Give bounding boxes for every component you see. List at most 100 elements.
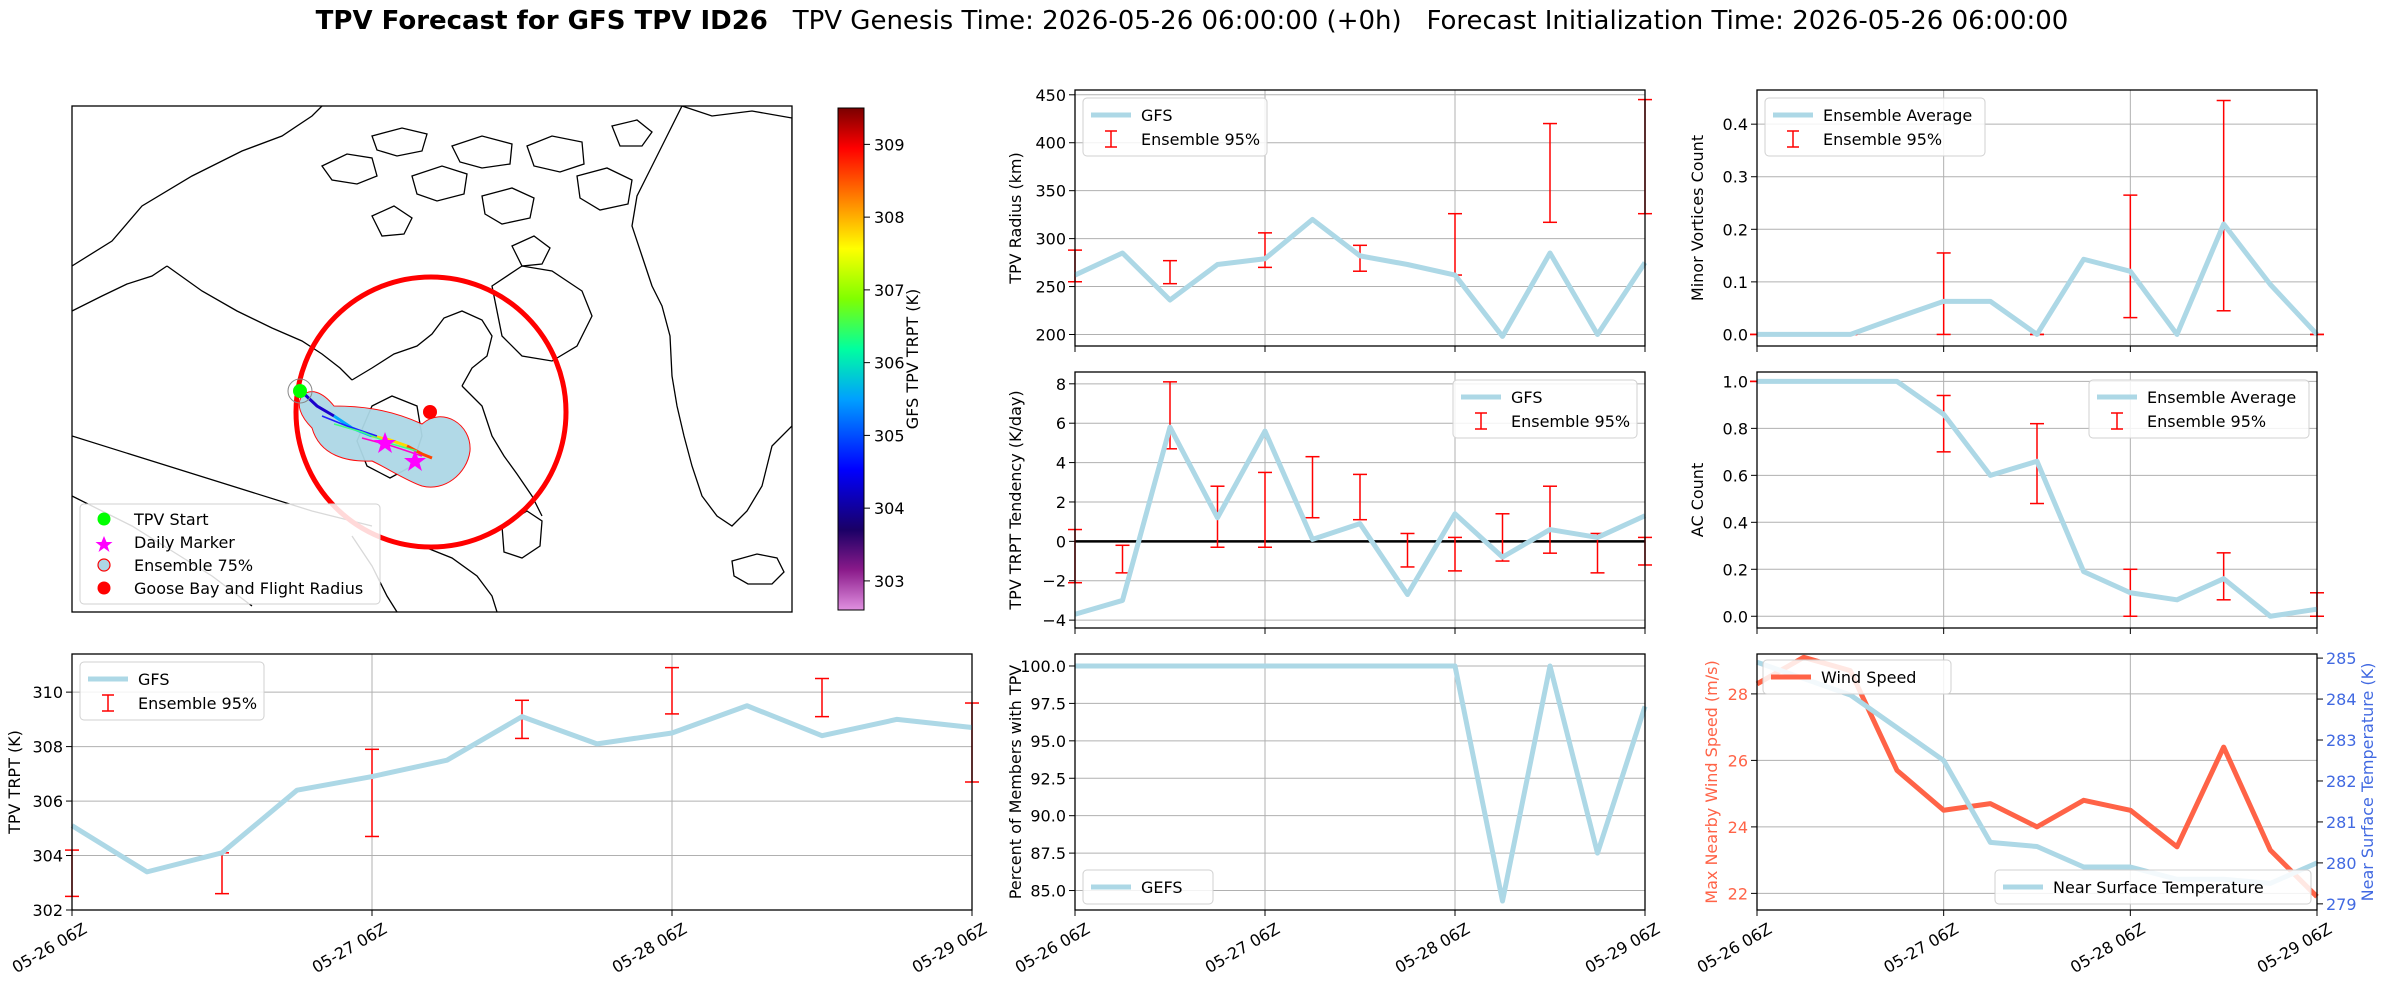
y-tick-label: 450 — [1035, 86, 1066, 105]
y-tick-label: 8 — [1056, 375, 1066, 394]
x-tick-label: 05-27 06Z — [1202, 919, 1283, 977]
legend-label: Wind Speed — [1821, 668, 1916, 687]
y-tick-label: 95.0 — [1030, 732, 1066, 751]
plot-frame — [1074, 371, 1646, 629]
y-tick-label: 308 — [32, 738, 63, 757]
legend-label: GEFS — [1141, 878, 1183, 897]
y-tick-label: 310 — [32, 683, 63, 702]
legend-label: Ensemble Average — [1823, 106, 1972, 125]
chart-tpv-radius: 200 250 300 350 400 450 TPV Radius (km) GFS Ense… — [1006, 86, 1652, 352]
y-tick-label: 87.5 — [1030, 844, 1066, 863]
y-tick-label: 0.2 — [1723, 220, 1748, 239]
y-tick-label: 92.5 — [1030, 769, 1066, 788]
y-tick-label: 304 — [32, 847, 63, 866]
colorbar-tick-label: 307 — [874, 281, 905, 300]
y-tick-label: 0.4 — [1723, 513, 1748, 532]
chart-minor-vortices: 0.0 0.1 0.2 0.3 0.4 Minor Vortices Count Ensem… — [1688, 89, 2324, 352]
y-tick-label: 300 — [1035, 230, 1066, 249]
y-tick-label: 0 — [1056, 532, 1066, 551]
y-tick-label: 24 — [1728, 818, 1748, 837]
map-legend-daily-marker: Daily Marker — [134, 533, 235, 552]
y-axis-label: Minor Vortices Count — [1688, 135, 1707, 301]
tpv-start-marker — [293, 384, 307, 398]
chart-legend: Ensemble Average Ensemble 95% — [1764, 97, 1986, 157]
x-tick-label: 05-26 06Z — [1012, 919, 1093, 977]
plot-frame — [1756, 89, 2318, 347]
plot-frame — [1756, 653, 2318, 911]
y-tick-label: 0.8 — [1723, 419, 1748, 438]
flight-radius-circle — [293, 274, 569, 550]
x-tick-label: 05-26 06Z — [9, 919, 90, 977]
chart-ac-count: 0.0 0.2 0.4 0.6 0.8 1.0 AC Count Ensemble Avera… — [1688, 371, 2324, 634]
y-tick-label: 26 — [1728, 751, 1748, 770]
y-tick-label: 250 — [1035, 278, 1066, 297]
plot-area — [1075, 654, 1645, 910]
colorbar-tick-label: 306 — [874, 354, 905, 373]
y-tick-label: 302 — [32, 901, 63, 920]
y-tick-label: −4 — [1042, 611, 1066, 630]
y-tick-label: 97.5 — [1030, 694, 1066, 713]
y-axis-label: TPV TRPT (K) — [5, 730, 24, 835]
genesis-time: TPV Genesis Time: 2026-05-26 06:00:00 (+… — [792, 6, 1402, 36]
y-tick-label: 90.0 — [1030, 807, 1066, 826]
colorbar-tick-label: 304 — [874, 499, 905, 518]
daily-markers — [374, 432, 426, 471]
colorbar-tick-label: 309 — [874, 135, 905, 154]
x-tick-label: 05-28 06Z — [609, 919, 690, 977]
colorbar-tick-label: 305 — [874, 426, 905, 445]
y-tick-label: 0.1 — [1723, 273, 1748, 292]
ensemble-tracks — [321, 415, 423, 457]
y-tick-label: 0.4 — [1723, 115, 1748, 134]
y-tick-label: 306 — [32, 792, 63, 811]
colorbar: 303 304 305 306 307 308 309 GFS TPV TRPT (K) — [837, 107, 922, 611]
chart-legend: GEFS — [1082, 869, 1214, 905]
chart-legend: Ensemble Average Ensemble 95% — [2088, 379, 2310, 439]
chart-trpt-tendency: −4 −2 0 2 4 6 8 TPV TRPT Tendency (K/day) GFS Ens… — [1006, 371, 1652, 634]
legend-label: GFS — [138, 670, 169, 689]
x-tick-label: 05-27 06Z — [309, 919, 390, 977]
y-tick-label: 1.0 — [1723, 372, 1748, 391]
legend-frame — [1762, 659, 1952, 695]
plot-frame — [1074, 653, 1646, 911]
map-legend-tpv-start: TPV Start — [133, 510, 209, 529]
y-axis-label: Max Nearby Wind Speed (m/s) — [1702, 660, 1721, 903]
colorbar-label: GFS TPV TRPT (K) — [903, 289, 922, 429]
legend-label: Ensemble 95% — [138, 694, 257, 713]
y-tick-label: 28 — [1728, 685, 1748, 704]
figure-title-bold: TPV Forecast for GFS TPV ID26 — [315, 6, 768, 36]
chart-wind-temperature: 22 24 26 28 Max Nearby Wind Speed (m/s) 279 28… — [1694, 649, 2377, 977]
y-right-tick-label: 281 — [2326, 813, 2357, 832]
x-tick-label: 05-28 06Z — [1392, 919, 1473, 977]
legend-label: Ensemble 95% — [1141, 130, 1260, 149]
legend-temp: Near Surface Temperature — [1994, 869, 2312, 905]
y-tick-label: 100.0 — [1020, 657, 1066, 676]
y-right-tick-label: 280 — [2326, 854, 2357, 873]
x-tick-label: 05-29 06Z — [909, 919, 990, 977]
y-tick-label: 85.0 — [1030, 882, 1066, 901]
chart-tpv-trpt: 302 304 306 308 310 TPV TRPT (K) 05-26 06Z 05-2… — [5, 653, 990, 977]
start-ensemble-ring — [287, 378, 313, 404]
plot-frame — [1756, 371, 2318, 629]
y-tick-label: 0.3 — [1723, 168, 1748, 187]
plot-frame — [71, 653, 973, 911]
y-axis-label: AC Count — [1688, 463, 1707, 537]
x-tick-label: 05-29 06Z — [2254, 919, 2335, 977]
legend-label: GFS — [1511, 388, 1542, 407]
y-right-tick-label: 284 — [2326, 690, 2357, 709]
legend-frame — [1994, 869, 2312, 905]
chart-legend: GFS Ensemble 95% — [79, 661, 265, 721]
legend-frame — [1764, 97, 1986, 157]
x-tick-label: 05-28 06Z — [2067, 919, 2148, 977]
y-axis-label: TPV Radius (km) — [1006, 152, 1025, 285]
x-tick-label: 05-27 06Z — [1880, 919, 1961, 977]
y-right-tick-label: 279 — [2326, 895, 2357, 914]
legend-label: Ensemble Average — [2147, 388, 2296, 407]
legend-label: Near Surface Temperature — [2053, 878, 2264, 897]
y-tick-label: 0.2 — [1723, 560, 1748, 579]
x-tick-label: 05-29 06Z — [1582, 919, 1663, 977]
chart-legend: GFS Ensemble 95% — [1452, 379, 1638, 439]
legend-frame — [1082, 869, 1214, 905]
y-tick-label: 0.6 — [1723, 466, 1748, 485]
init-time: Forecast Initialization Time: 2026-05-26… — [1426, 6, 2069, 36]
